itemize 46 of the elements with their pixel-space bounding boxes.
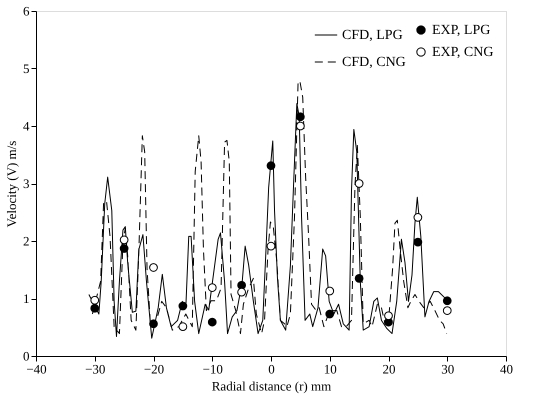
point (178, 302, 188, 310)
legend-label: EXP, CNG (432, 45, 494, 60)
point (90, 296, 100, 305)
point (120, 244, 128, 253)
x-tick-label: −30 (85, 362, 106, 376)
point (296, 112, 305, 122)
y-tick-label: 4 (23, 118, 30, 134)
point (90, 304, 100, 313)
point (325, 286, 334, 296)
point (354, 274, 364, 283)
point (414, 213, 422, 222)
point (120, 235, 128, 244)
y-tick-label: 5 (23, 61, 30, 76)
point (442, 296, 452, 306)
x-tick-label: 40 (500, 362, 513, 376)
point (414, 238, 422, 247)
point (266, 161, 276, 170)
point (149, 319, 158, 328)
point (296, 122, 305, 130)
x-tick-label: −20 (144, 362, 164, 376)
point (208, 283, 217, 292)
point (266, 242, 276, 251)
y-tick-label: 6 (23, 4, 30, 18)
x-tick-label: 10 (324, 362, 337, 376)
point (208, 318, 217, 326)
x-axis-title: Radial distance (r) mm (212, 378, 332, 394)
y-tick-label: 3 (23, 176, 30, 191)
point (442, 306, 452, 315)
y-tick-label: 1 (23, 291, 30, 306)
legend-label: CFD, LPG (342, 28, 403, 43)
point (149, 263, 158, 272)
x-tick-label: −40 (26, 362, 47, 376)
y-tick-label: 0 (23, 348, 30, 364)
x-tick-label: −10 (202, 362, 223, 376)
x-tick-label: 30 (441, 362, 454, 376)
point (178, 322, 188, 332)
x-tick-label: 20 (382, 362, 396, 376)
point (354, 179, 364, 188)
point (325, 310, 334, 318)
point (237, 288, 246, 297)
x-tick-label: 0 (268, 362, 275, 376)
legend-label: EXP, LPG (432, 23, 490, 38)
y-tick-label: 2 (23, 234, 30, 248)
y-axis-title: Velocity (V) m/s (4, 140, 19, 228)
legend-label: CFD, CNG (342, 55, 406, 70)
point (384, 311, 393, 320)
